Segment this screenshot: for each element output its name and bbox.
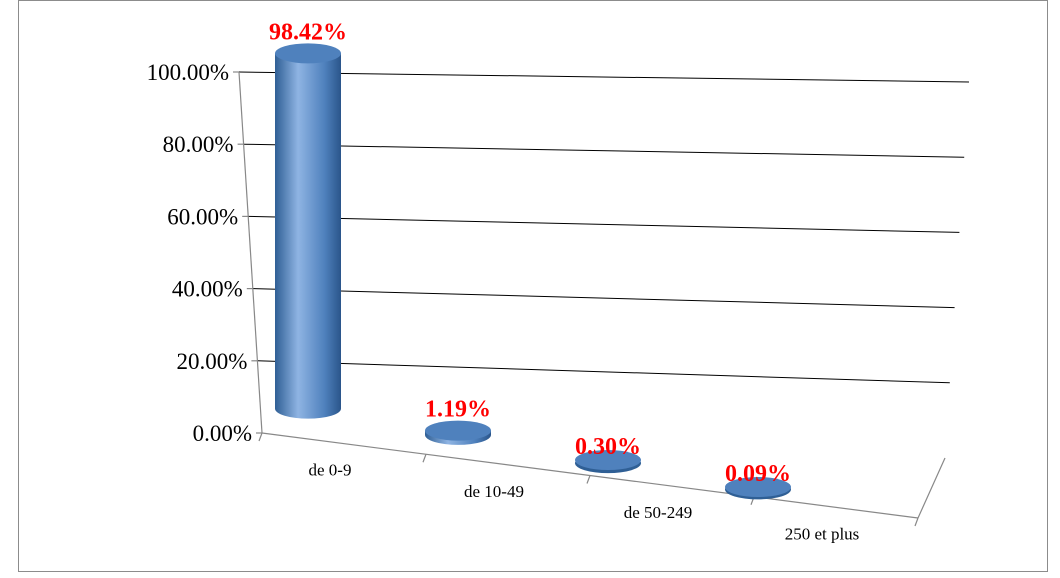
floor-right-edge [917, 457, 946, 519]
bar-top [575, 450, 641, 471]
data-label: 0.09% [725, 461, 791, 487]
bar-top [425, 420, 491, 441]
gridline [257, 360, 950, 384]
bar-top [275, 43, 341, 64]
y-tick-label: 0.00% [193, 421, 252, 446]
bar [275, 43, 341, 419]
bar [425, 420, 491, 445]
y-tick-label: 100.00% [147, 60, 229, 85]
y-tick-label: 80.00% [163, 132, 234, 157]
data-label: 98.42% [269, 19, 347, 45]
x-tick-label: de 50-249 [624, 503, 692, 522]
x-tick-mark [422, 454, 427, 463]
gridline [243, 143, 965, 158]
gridline [248, 215, 960, 233]
x-tick-label: 250 et plus [785, 524, 860, 543]
x-tick-mark [914, 517, 919, 527]
data-label: 0.30% [575, 434, 641, 460]
bar-top [725, 477, 791, 498]
x-tick-label: de 10-49 [464, 482, 524, 501]
bar [575, 450, 641, 474]
gridlines [238, 71, 970, 384]
bar-body [275, 53, 341, 419]
y-tick-label: 20.00% [176, 349, 247, 374]
gridline [252, 288, 955, 309]
gridline [238, 71, 970, 83]
x-tick-label: de 0-9 [309, 461, 352, 480]
y-tick-label: 60.00% [167, 204, 238, 229]
x-tick-mark [258, 432, 263, 442]
bar [725, 477, 791, 500]
x-tick-mark [586, 475, 591, 484]
bars [275, 43, 791, 500]
y-axis-line [238, 71, 263, 434]
labels: 0.00% 20.00% 40.00% 60.00% 80.00% 100.00% 98.4… [147, 19, 860, 543]
axes [233, 71, 946, 527]
chart-frame [18, 0, 1048, 572]
data-label: 1.19% [425, 397, 491, 423]
y-tick-label: 40.00% [172, 277, 243, 302]
